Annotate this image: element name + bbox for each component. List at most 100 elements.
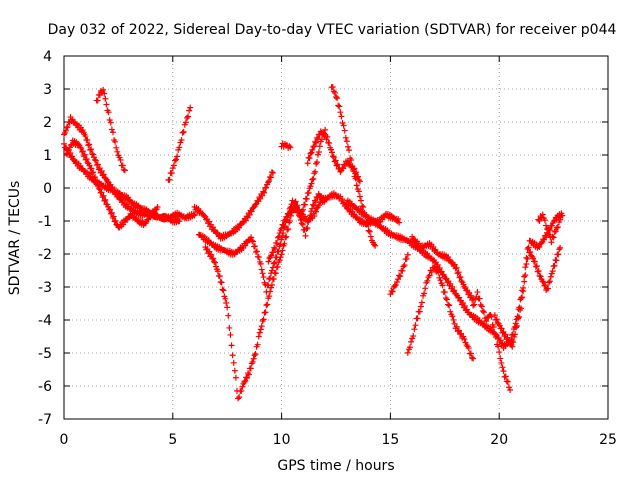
data-point	[532, 263, 539, 270]
data-point	[367, 233, 374, 240]
data-point	[61, 140, 67, 147]
data-point	[260, 316, 267, 323]
data-point	[216, 273, 223, 280]
data-point	[334, 161, 341, 168]
data-point	[306, 155, 313, 162]
data-point	[285, 226, 292, 233]
data-point	[454, 270, 461, 277]
data-point	[109, 214, 116, 221]
data-point	[304, 160, 311, 167]
data-point	[316, 143, 323, 150]
data-point	[330, 154, 337, 161]
data-point	[303, 196, 310, 203]
data-point	[314, 159, 321, 166]
y-tick-label: -5	[38, 346, 52, 362]
data-point	[180, 128, 187, 135]
data-point	[222, 295, 229, 302]
data-point	[257, 326, 264, 333]
data-point	[548, 239, 555, 246]
data-point	[559, 212, 566, 219]
data-point	[535, 267, 542, 274]
data-point	[546, 278, 553, 285]
data-point	[335, 102, 342, 109]
data-point	[451, 261, 458, 268]
data-point	[445, 301, 452, 308]
data-point	[93, 179, 100, 186]
data-point	[322, 126, 329, 133]
data-point	[308, 180, 315, 187]
data-point	[474, 289, 481, 296]
data-point	[418, 299, 425, 306]
data-point	[388, 287, 395, 294]
data-point	[102, 95, 109, 102]
data-point	[490, 324, 497, 331]
data-point	[426, 272, 433, 279]
data-point	[213, 263, 220, 270]
data-point	[214, 268, 221, 275]
data-point	[228, 342, 235, 349]
data-point	[542, 282, 549, 289]
data-point	[513, 316, 520, 323]
series-trace-9	[265, 190, 403, 265]
data-point	[393, 279, 400, 286]
data-point	[90, 154, 97, 161]
data-point	[471, 301, 478, 308]
data-point	[110, 213, 117, 220]
data-point	[312, 138, 319, 145]
data-point	[406, 344, 413, 351]
data-point	[246, 211, 253, 218]
data-point	[360, 203, 367, 210]
data-point	[432, 246, 439, 253]
data-point	[174, 153, 181, 160]
data-point	[265, 179, 272, 186]
data-point	[100, 171, 107, 178]
data-point	[541, 217, 548, 224]
data-point	[106, 117, 113, 124]
y-tick-label: -1	[38, 214, 52, 230]
data-point	[359, 203, 366, 210]
data-point	[248, 208, 255, 215]
y-tick-label: -2	[38, 247, 52, 263]
y-tick-label: 3	[43, 82, 52, 98]
y-tick-label: -7	[38, 412, 52, 428]
data-point	[414, 315, 421, 322]
data-point	[499, 364, 506, 371]
data-point	[273, 254, 280, 261]
data-point	[102, 196, 109, 203]
x-tick-label: 10	[273, 432, 291, 448]
y-axis-label: SDTVAR / TECUs	[7, 181, 23, 296]
data-point	[493, 316, 500, 323]
data-point	[312, 208, 319, 215]
data-point	[344, 143, 351, 150]
data-point	[332, 157, 339, 164]
data-point	[266, 293, 273, 300]
data-point	[88, 146, 95, 153]
data-point	[206, 218, 213, 225]
y-tick-label: -4	[38, 313, 52, 329]
data-point	[504, 334, 511, 341]
data-point	[236, 394, 243, 401]
data-point	[208, 251, 215, 258]
data-point	[244, 374, 251, 381]
data-point	[536, 217, 543, 224]
data-point	[278, 225, 285, 232]
data-point	[366, 228, 373, 235]
data-point	[252, 351, 259, 358]
data-point	[352, 170, 359, 177]
data-point	[538, 240, 545, 247]
data-point	[545, 226, 552, 233]
data-point	[329, 84, 336, 91]
data-point	[235, 395, 242, 402]
data-point	[230, 359, 237, 366]
data-point	[351, 165, 358, 172]
data-point	[314, 136, 321, 143]
data-point	[447, 308, 454, 315]
data-point	[343, 138, 350, 145]
series-trace-5	[165, 104, 194, 183]
data-point	[280, 222, 287, 229]
data-point	[476, 295, 483, 302]
data-point	[62, 127, 69, 134]
data-point	[547, 273, 554, 280]
data-point	[284, 214, 291, 221]
data-point	[309, 201, 316, 208]
